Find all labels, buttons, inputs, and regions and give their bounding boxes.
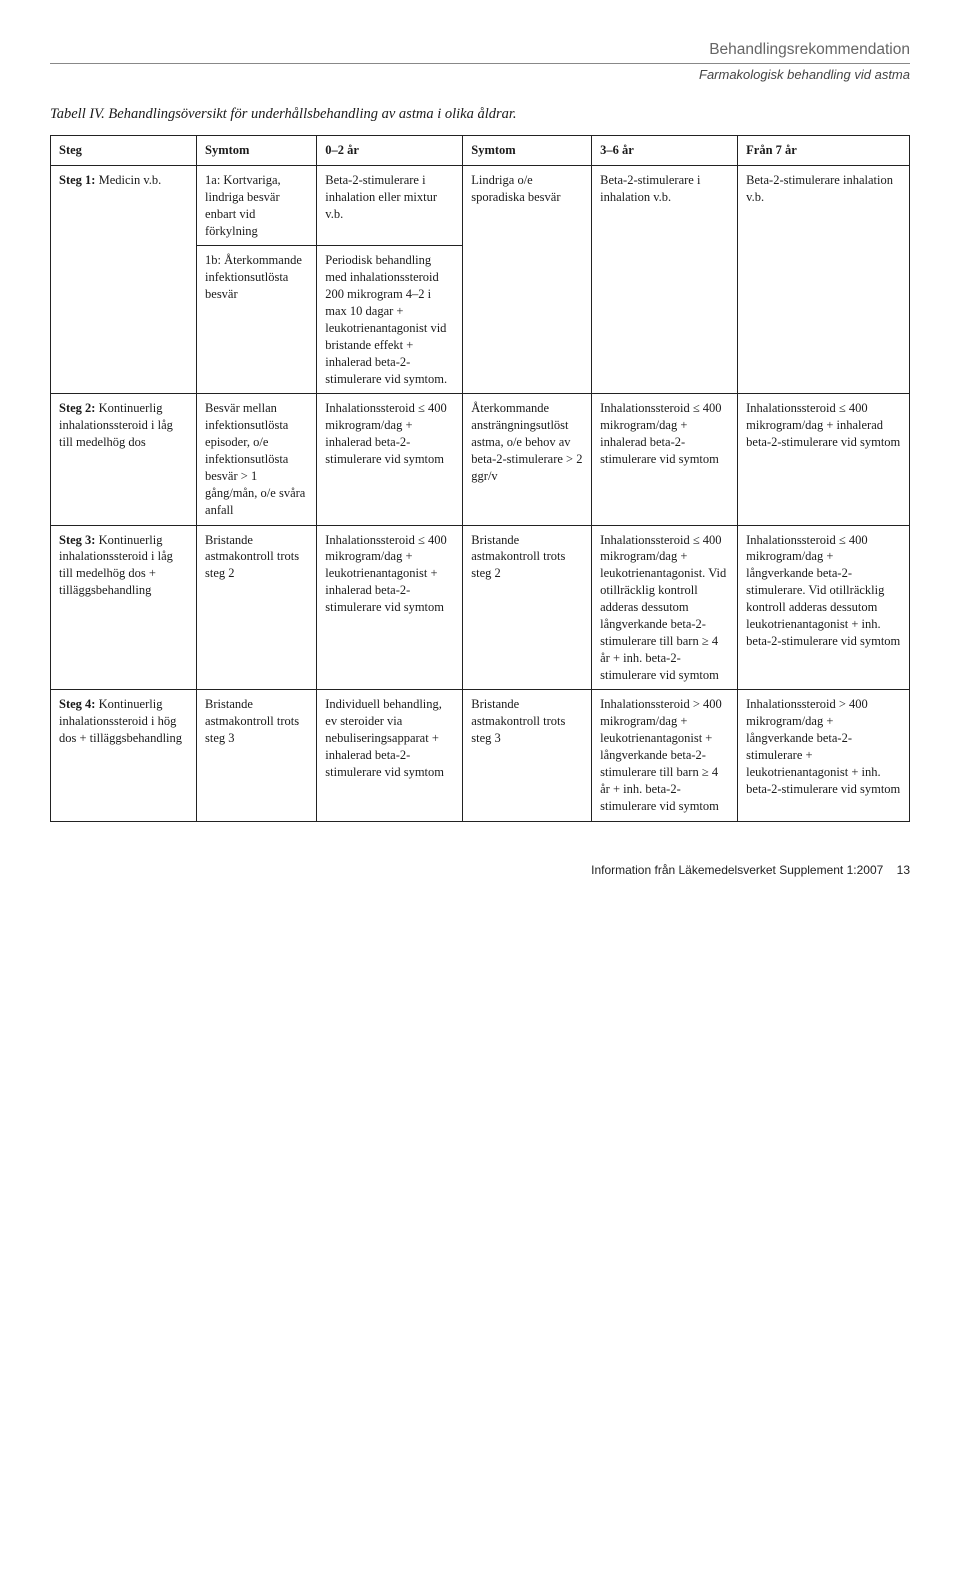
cell-symtom36: Återkommande ansträngningsutlöst astma, …: [463, 394, 592, 525]
cell-symtom36: Lindriga o/e sporadiska besvär: [463, 165, 592, 394]
cell-36: Inhalationssteroid ≤ 400 mikrogram/dag +…: [592, 525, 738, 690]
steg-label: Steg 1:: [59, 173, 95, 187]
cell-steg3: Steg 3: Kontinuerlig inhalationssteroid …: [51, 525, 197, 690]
col-steg: Steg: [51, 136, 197, 166]
cell-steg2: Steg 2: Kontinuerlig inhalationssteroid …: [51, 394, 197, 525]
cell-steg1: Steg 1: Medicin v.b.: [51, 165, 197, 394]
table-row: Steg 4: Kontinuerlig inhalationssteroid …: [51, 690, 910, 821]
col-3-6: 3–6 år: [592, 136, 738, 166]
steg-body: Medicin v.b.: [99, 173, 162, 187]
footer-text: Information från Läkemedelsverket Supple…: [591, 863, 883, 877]
table-caption: Tabell IV. Behandlingsöversikt för under…: [50, 105, 910, 125]
table-row: Steg 1: Medicin v.b. 1a: Kortvariga, lin…: [51, 165, 910, 246]
table-header-row: Steg Symtom 0–2 år Symtom 3–6 år Från 7 …: [51, 136, 910, 166]
cell-7: Inhalationssteroid ≤ 400 mikrogram/dag +…: [738, 525, 910, 690]
cell-symtom36: Bristande astmakontroll trots steg 2: [463, 525, 592, 690]
page-footer: Information från Läkemedelsverket Supple…: [50, 862, 910, 878]
cell-7: Beta-2-stimulerare inhalation v.b.: [738, 165, 910, 394]
cell-02: Periodisk behandling med inhalationsster…: [317, 246, 463, 394]
steg-label: Steg 4:: [59, 697, 95, 711]
table-row: Steg 3: Kontinuerlig inhalationssteroid …: [51, 525, 910, 690]
steg-label: Steg 3:: [59, 533, 95, 547]
page-header: Behandlingsrekommendation Farmakologisk …: [50, 40, 910, 83]
cell-symtom: Besvär mellan infektionsutlösta episoder…: [197, 394, 317, 525]
cell-02: Beta-2-stimulerare i inhalation eller mi…: [317, 165, 463, 246]
cell-symtom: Bristande astmakontroll trots steg 3: [197, 690, 317, 821]
cell-7: Inhalationssteroid ≤ 400 mikrogram/dag +…: [738, 394, 910, 525]
cell-symtom: 1b: Återkommande infektionsutlösta besvä…: [197, 246, 317, 394]
col-symtom-36: Symtom: [463, 136, 592, 166]
cell-symtom: 1a: Kortvariga, lindriga besvär enbart v…: [197, 165, 317, 246]
col-symtom-02: Symtom: [197, 136, 317, 166]
cell-36: Inhalationssteroid ≤ 400 mikrogram/dag +…: [592, 394, 738, 525]
header-title: Behandlingsrekommendation: [50, 40, 910, 64]
col-0-2: 0–2 år: [317, 136, 463, 166]
cell-symtom: Bristande astmakontroll trots steg 2: [197, 525, 317, 690]
cell-02: Individuell behandling, ev steroider via…: [317, 690, 463, 821]
steg-label: Steg 2:: [59, 401, 95, 415]
cell-steg4: Steg 4: Kontinuerlig inhalationssteroid …: [51, 690, 197, 821]
treatment-table: Steg Symtom 0–2 år Symtom 3–6 år Från 7 …: [50, 135, 910, 822]
col-7: Från 7 år: [738, 136, 910, 166]
header-subtitle: Farmakologisk behandling vid astma: [50, 66, 910, 84]
footer-page: 13: [897, 863, 910, 877]
cell-02: Inhalationssteroid ≤ 400 mikrogram/dag +…: [317, 525, 463, 690]
cell-36: Beta-2-stimulerare i inhalation v.b.: [592, 165, 738, 394]
cell-36: Inhalationssteroid > 400 mikrogram/dag +…: [592, 690, 738, 821]
cell-02: Inhalationssteroid ≤ 400 mikrogram/dag +…: [317, 394, 463, 525]
table-row: Steg 2: Kontinuerlig inhalationssteroid …: [51, 394, 910, 525]
cell-symtom36: Bristande astmakontroll trots steg 3: [463, 690, 592, 821]
cell-7: Inhalationssteroid > 400 mikrogram/dag +…: [738, 690, 910, 821]
